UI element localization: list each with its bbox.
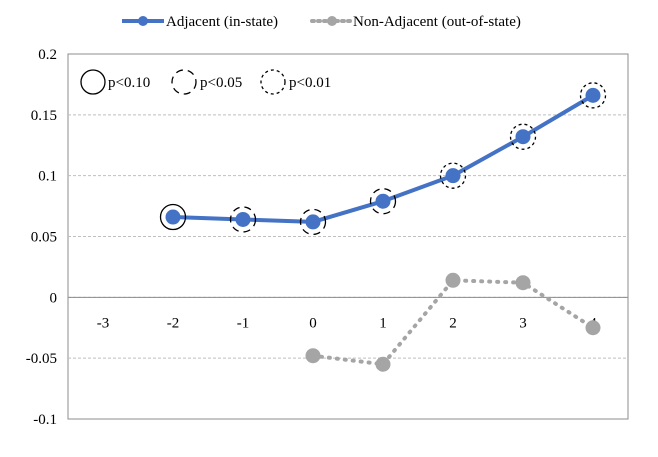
y-tick-label: -0.1 [33, 412, 57, 428]
series-nonadjacent-point [445, 272, 461, 288]
series-adjacent-point [375, 193, 391, 209]
significance-ring [229, 206, 257, 233]
series-nonadjacent-point [305, 348, 321, 364]
series-adjacent-point [235, 211, 251, 227]
series-nonadjacent-point [585, 320, 601, 336]
legend-adjacent-marker [138, 16, 148, 26]
x-tick-label: 3 [519, 315, 527, 331]
sig-legend-p10-label: p<0.10 [108, 75, 150, 91]
significance-ring [299, 208, 327, 236]
significance-ring [579, 82, 607, 109]
x-tick-label: -1 [237, 315, 250, 331]
gridlines [68, 114, 628, 359]
y-tick-label: 0.15 [31, 108, 57, 124]
significance-legend: p<0.10 p<0.05 p<0.01 [80, 69, 331, 95]
x-tick-label: 0 [309, 315, 317, 331]
sig-legend-p05-label: p<0.05 [200, 75, 242, 91]
sig-legend-p01-label: p<0.01 [289, 75, 331, 91]
legend-nonadjacent-label: Non-Adjacent (out-of-state) [353, 14, 521, 30]
significance-ring [439, 162, 467, 189]
sig-legend-p05-circle [171, 69, 197, 95]
series-layer [159, 82, 607, 372]
y-tick-label: 0 [50, 290, 58, 306]
x-axis-ticks: -3-2-101234 [97, 315, 598, 331]
significance-ring [159, 203, 187, 231]
legend-nonadjacent-marker [327, 16, 337, 26]
significance-ring [369, 188, 397, 215]
series-legend: Adjacent (in-state) Non-Adjacent (out-of… [122, 14, 521, 30]
series-adjacent-point [445, 168, 461, 184]
significance-ring [509, 123, 537, 150]
legend-adjacent-label: Adjacent (in-state) [166, 14, 278, 30]
series-nonadjacent-point [515, 275, 531, 291]
y-tick-label: 0.05 [31, 230, 57, 246]
y-tick-label: -0.05 [26, 351, 57, 367]
series-nonadjacent-point [375, 356, 391, 372]
series-adjacent-point [165, 209, 181, 225]
x-tick-label: 2 [449, 315, 457, 331]
series-adjacent-point [305, 214, 321, 230]
x-tick-label: -3 [97, 315, 110, 331]
y-tick-label: 0.1 [38, 169, 57, 185]
x-tick-label: -2 [167, 315, 180, 331]
series-adjacent-point [515, 129, 531, 145]
series-nonadjacent-line [311, 278, 595, 367]
x-tick-label: 1 [379, 315, 387, 331]
series-adjacent-point [585, 87, 601, 103]
y-axis-ticks: 0.2 0.15 0.1 0.05 0 -0.05 -0.1 [26, 47, 57, 428]
sig-legend-p10-circle [80, 69, 106, 95]
sig-legend-p01-circle [260, 69, 286, 95]
y-tick-label: 0.2 [38, 47, 57, 63]
